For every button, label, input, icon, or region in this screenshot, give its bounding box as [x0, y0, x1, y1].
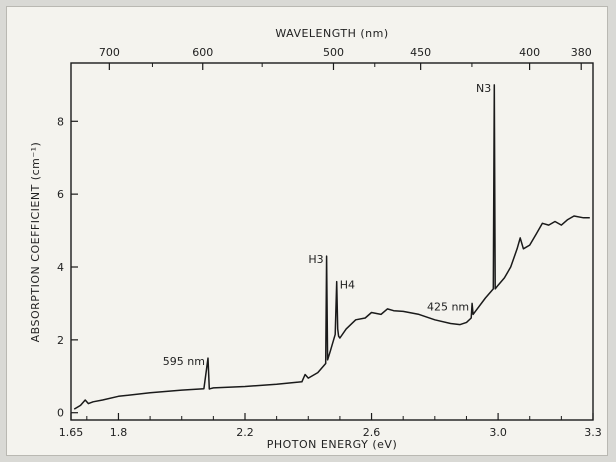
y-tick-label: 0	[57, 407, 64, 420]
top-tick-label: 700	[99, 46, 120, 59]
y-tick-label: 8	[57, 115, 64, 128]
peak-label: N3	[476, 82, 491, 95]
x-tick-label: 3.3	[584, 426, 602, 439]
y-axis-title: ABSORPTION COEFFICIENT (cm⁻¹)	[29, 142, 42, 343]
x-tick-label: 2.6	[363, 426, 381, 439]
top-axis-title: WAVELENGTH (nm)	[275, 27, 388, 40]
plot-area	[70, 62, 594, 421]
x-tick-label: 3.0	[489, 426, 507, 439]
top-tick-label: 600	[192, 46, 213, 59]
top-tick-label: 500	[323, 46, 344, 59]
top-tick-label: 400	[519, 46, 540, 59]
peak-label: 595 nm	[163, 355, 205, 368]
tick-marks	[70, 63, 594, 420]
y-tick-label: 2	[57, 334, 64, 347]
tick-labels: 1.65 1.8 2.2 2.6 3.0 3.3 0 2 4 6 8 700 600 500 450 400 3…	[57, 46, 602, 439]
top-tick-label: 380	[571, 46, 592, 59]
absorption-curve	[73, 84, 590, 410]
absorption-spectrum-chart: 1.65 1.8 2.2 2.6 3.0 3.3 0 2 4 6 8 700 600 500 450 400 3…	[29, 27, 602, 451]
peak-label: H4	[340, 279, 355, 292]
x-tick-label: 2.2	[236, 426, 254, 439]
y-tick-label: 4	[57, 261, 64, 274]
x-tick-label: 1.65	[59, 426, 84, 439]
top-tick-label: 450	[410, 46, 431, 59]
peak-label: H3	[308, 253, 323, 266]
x-axis-title: PHOTON ENERGY (eV)	[267, 438, 398, 451]
x-tick-label: 1.8	[110, 426, 128, 439]
y-tick-label: 6	[57, 188, 64, 201]
annotations: 595 nm H3 H4 425 nm N3	[163, 82, 491, 368]
chart-frame: 1.65 1.8 2.2 2.6 3.0 3.3 0 2 4 6 8 700 600 500 450 400 3…	[6, 6, 608, 456]
peak-label: 425 nm	[427, 300, 469, 313]
